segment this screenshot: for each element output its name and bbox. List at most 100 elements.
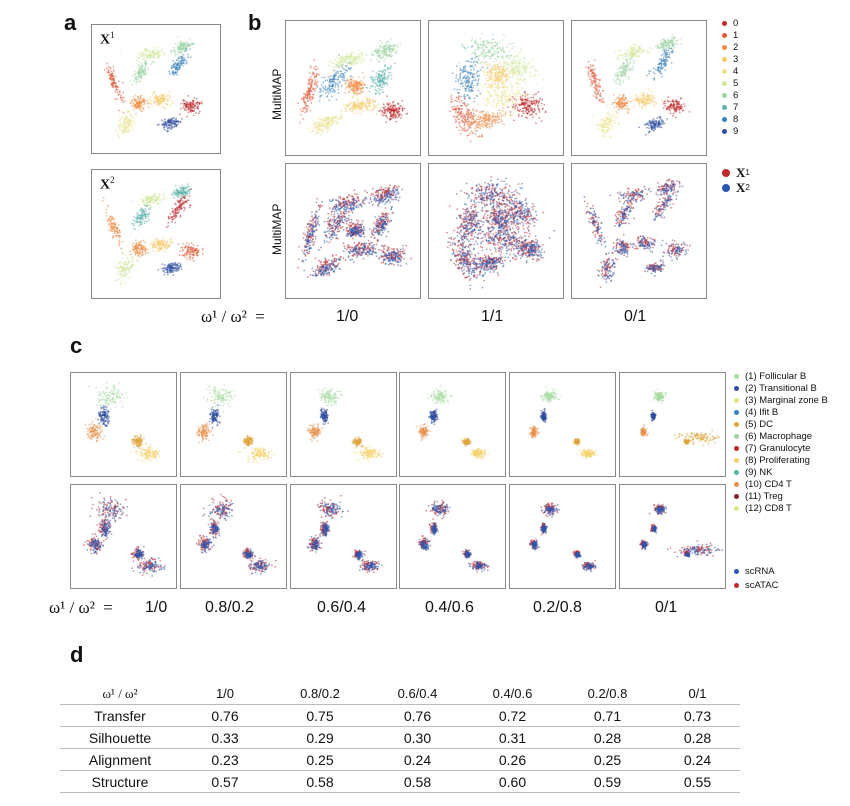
point-cluster (306, 423, 323, 443)
point-cluster (365, 37, 402, 63)
legend-item: (10) CD4 T (734, 478, 828, 490)
point-cluster (327, 49, 373, 74)
point-cluster (427, 500, 451, 518)
panel-b-r2c1 (285, 163, 421, 299)
table-row: Structure 0.57 0.58 0.58 0.60 0.59 0.55 (60, 770, 740, 793)
point-cluster (297, 59, 320, 124)
point-cluster (469, 560, 489, 573)
point-cluster (97, 405, 111, 428)
point-cluster (684, 552, 691, 558)
column-header: 0.6/0.4 (397, 686, 438, 701)
ratio-c-1: 1/0 (145, 599, 168, 616)
legend-swatch (722, 116, 727, 122)
point-cluster (170, 183, 192, 200)
legend-label: (9) NK (745, 466, 773, 478)
metrics-table: ω¹ / ω² 1/0 0.8/0.2 0.6/0.4 0.4/0.6 0.2/… (60, 683, 740, 793)
point-cluster (129, 444, 161, 462)
point-cluster (157, 261, 183, 277)
panel-label-c: c (70, 333, 83, 358)
point-cluster (148, 90, 174, 110)
scatter-c (306, 494, 383, 574)
legend-label: 7 (733, 101, 739, 113)
ratio-b-2: 1/1 (481, 308, 504, 325)
table-row: Transfer 0.76 0.75 0.76 0.72 0.71 0.73 (60, 704, 740, 727)
point-cluster (645, 259, 666, 277)
legend-item: (4) Ifit B (734, 406, 828, 418)
panel-label-d: d (70, 642, 84, 667)
point-cluster (317, 387, 343, 407)
legend-swatch (734, 409, 739, 415)
point-cluster (353, 445, 385, 463)
table-cell: 0.29 (306, 729, 334, 746)
legend-item: (3) Marginal zone B (734, 394, 828, 406)
legend-label: 6 (733, 89, 739, 101)
point-cluster (314, 204, 354, 251)
point-cluster (645, 44, 675, 81)
point-cluster (427, 385, 453, 405)
legend-item: 3 (722, 53, 738, 65)
point-cluster (654, 34, 683, 54)
legend-swatch (734, 457, 739, 463)
point-cluster (666, 543, 724, 558)
ratio-label-c: ω¹ / ω² = (49, 598, 113, 617)
point-cluster (653, 504, 668, 516)
point-cluster (673, 429, 721, 447)
legend-label: (11) Treg (745, 490, 783, 502)
point-cluster (528, 425, 541, 440)
plot-label-x1-sup: 1 (110, 30, 115, 40)
legend-label: (5) DC (745, 418, 773, 430)
point-cluster (650, 409, 657, 422)
point-cluster (317, 501, 350, 520)
panel-b-r1c2 (428, 20, 564, 156)
point-cluster (198, 536, 215, 554)
column-header: 0/1 (688, 686, 707, 701)
legend-swatch (734, 385, 739, 391)
table-cell: 0.26 (498, 751, 527, 768)
panel-c-plot (619, 372, 726, 477)
legend-label: 8 (733, 113, 739, 125)
legend-label: (7) Granulocyte (745, 442, 811, 454)
table-cell: 0.23 (211, 751, 239, 768)
table-cell: 0.76 (403, 707, 432, 724)
column-header: 0.2/0.8 (587, 686, 628, 701)
legend-item: 7 (722, 101, 738, 113)
point-cluster (528, 540, 540, 551)
legend-label: 2 (733, 41, 739, 53)
point-cluster (581, 561, 597, 573)
panel-c-plot (399, 484, 506, 589)
row-header: Transfer (94, 707, 146, 724)
point-cluster (613, 200, 635, 228)
column-header: ω¹ / ω² (102, 685, 138, 701)
legend-swatch (734, 481, 739, 487)
table-cell: 0.31 (498, 729, 527, 746)
row-header: Silhouette (88, 729, 152, 746)
point-cluster (378, 244, 413, 266)
point-cluster (320, 521, 331, 537)
point-cluster (129, 239, 150, 262)
point-cluster (513, 235, 546, 264)
point-cluster (540, 522, 548, 534)
panel-c-plot (180, 484, 287, 589)
point-cluster (84, 535, 105, 554)
legend-label: (8) Proliferating (745, 454, 810, 466)
point-cluster (130, 433, 147, 450)
legend-label: 9 (733, 125, 739, 137)
point-cluster (242, 434, 254, 449)
legend-item: scRNA (734, 564, 778, 578)
legend-swatch (722, 168, 730, 177)
point-cluster (238, 446, 276, 464)
point-cluster (209, 521, 221, 539)
scatter-c (306, 387, 385, 463)
legend-item: 2 (722, 41, 738, 53)
point-cluster (143, 237, 174, 253)
scatter-b-r1c3 (585, 34, 691, 139)
point-cluster (631, 88, 663, 109)
point-cluster (202, 384, 236, 413)
legend-swatch (734, 445, 739, 451)
scatter-c (195, 384, 276, 464)
point-cluster (592, 104, 620, 139)
point-cluster (306, 113, 343, 136)
